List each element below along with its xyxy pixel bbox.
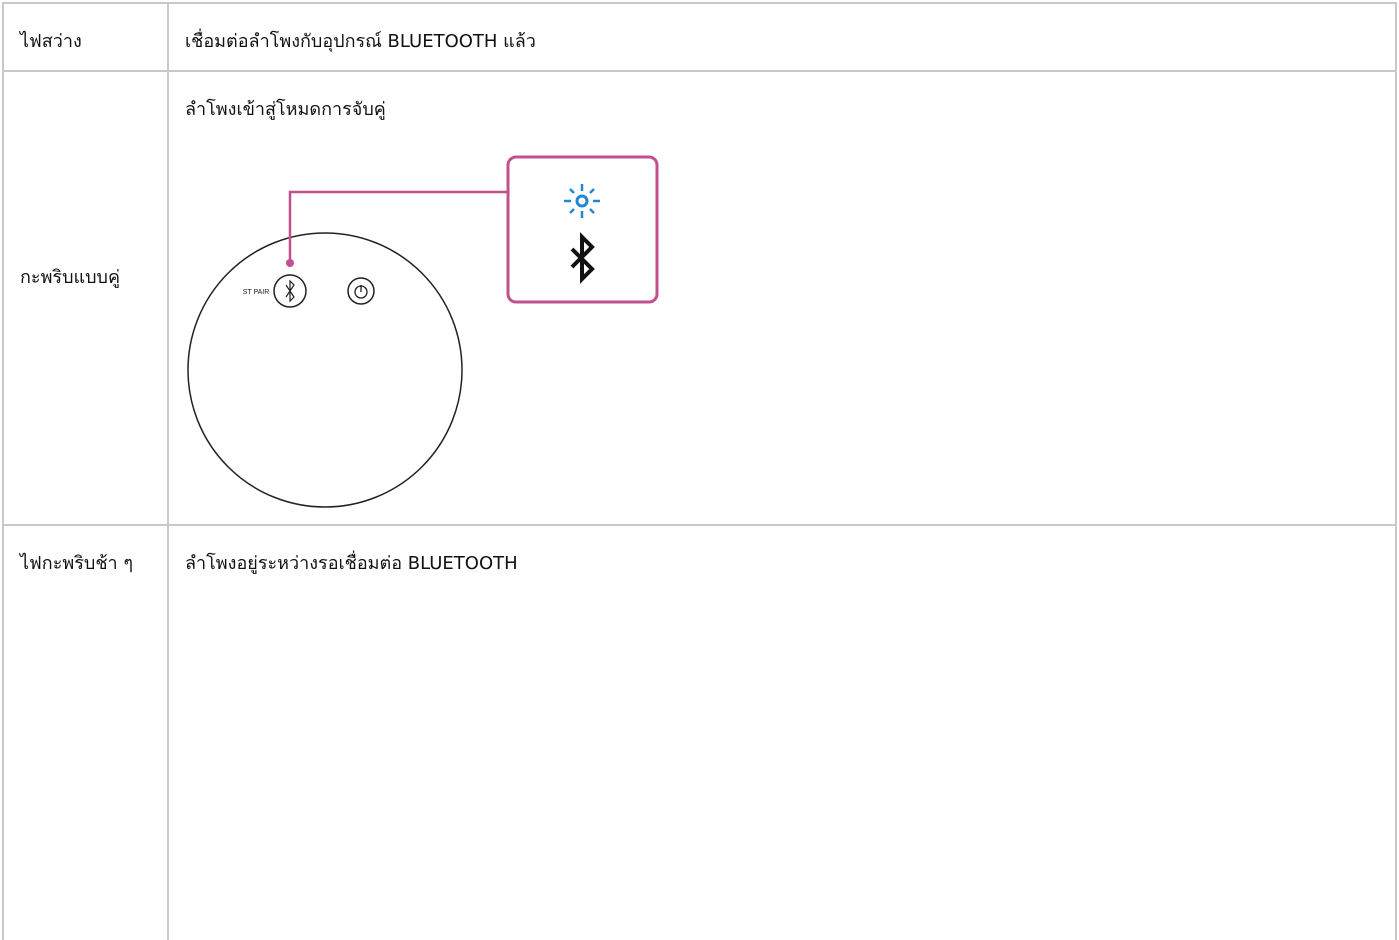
speaker-illustration: ST PAIR [187, 155, 659, 508]
callout-line [288, 190, 508, 264]
callout-dot [286, 259, 294, 267]
table-border [1395, 2, 1397, 940]
bluetooth-symbol [570, 232, 595, 284]
callout-box [506, 155, 659, 304]
bluetooth-icon [285, 279, 295, 303]
speaker-body [187, 232, 463, 508]
description-cell: เชื่อมต่อลำโพงกับอุปกรณ์ BLUETOOTH แล้ว [167, 2, 1397, 70]
status-cell: ไฟกะพริบช้า ๆ [2, 524, 168, 940]
status-cell: กะพริบแบบคู่ [2, 70, 168, 524]
status-cell: ไฟสว่าง [2, 2, 168, 70]
button-label: ST PAIR [243, 289, 270, 296]
led-indicator [575, 194, 589, 208]
led-rays [564, 184, 600, 218]
description-cell: ลำโพงเข้าสู่โหมดการจับคู่ [167, 70, 1397, 524]
description-cell: ลำโพงอยู่ระหว่างรอเชื่อมต่อ BLUETOOTH [167, 524, 1397, 940]
